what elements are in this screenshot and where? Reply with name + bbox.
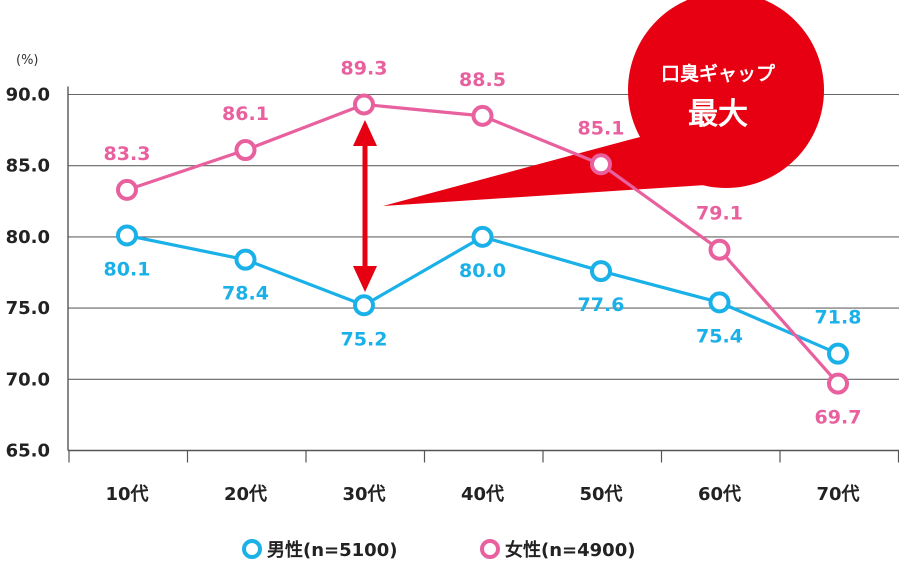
y-tick-label: 70.0 bbox=[6, 369, 50, 390]
data-label: 80.1 bbox=[104, 258, 151, 280]
series-0-point bbox=[234, 248, 257, 271]
x-tick-label: 10代 bbox=[105, 484, 148, 505]
x-tick-label: 70代 bbox=[816, 484, 859, 505]
callout-emphasis: 最大 bbox=[688, 97, 748, 132]
y-tick-label: 90.0 bbox=[6, 85, 50, 106]
x-tick-label: 20代 bbox=[224, 484, 267, 505]
series-1-point bbox=[234, 139, 257, 162]
series-1-point bbox=[471, 104, 494, 127]
series-0-point bbox=[116, 224, 138, 247]
data-label: 80.0 bbox=[459, 260, 506, 282]
x-tick-label: 50代 bbox=[579, 484, 622, 505]
series-1-point bbox=[590, 153, 612, 176]
data-label: 88.5 bbox=[459, 69, 506, 91]
data-label: 77.6 bbox=[578, 294, 625, 316]
series-0-point bbox=[708, 291, 731, 314]
axes: 65.0 70.0 75.0 80.0 85.0 90.0 10代 20代 30代 40代 50代 6… bbox=[6, 85, 899, 505]
x-tick-label: 60代 bbox=[698, 484, 741, 505]
y-tick-label: 75.0 bbox=[6, 298, 50, 319]
callout-bubble bbox=[628, 0, 824, 188]
gap-arrow-head-up bbox=[353, 120, 377, 146]
series-lines bbox=[116, 93, 849, 395]
data-labels: 80.1 78.4 75.2 80.0 77.6 75.4 71.8 83.3 86.1 89.3… bbox=[104, 57, 862, 428]
legend: 男性(n=5100) 女性(n=4900) bbox=[242, 539, 635, 561]
series-1-point bbox=[116, 178, 138, 201]
series-1-point bbox=[827, 372, 849, 395]
data-label: 75.2 bbox=[341, 328, 388, 350]
series-0-point bbox=[471, 225, 494, 248]
x-tick-label: 30代 bbox=[342, 484, 385, 505]
legend-label: 男性(n=5100) bbox=[267, 539, 397, 561]
gridlines bbox=[68, 93, 899, 452]
data-label: 69.7 bbox=[815, 407, 862, 429]
legend-label: 女性(n=4900) bbox=[505, 539, 635, 561]
data-label: 86.1 bbox=[222, 103, 269, 125]
callout-title: 口臭ギャップ bbox=[661, 62, 776, 85]
legend-marker-0 bbox=[242, 539, 262, 559]
y-tick-label: 65.0 bbox=[6, 441, 50, 462]
y-tick-label: 85.0 bbox=[6, 156, 50, 177]
series-1-point bbox=[353, 93, 375, 116]
y-tick-label: 80.0 bbox=[6, 227, 50, 248]
legend-marker-1 bbox=[480, 539, 500, 559]
callout-pointer bbox=[383, 130, 706, 206]
x-tick-label: 40代 bbox=[461, 484, 504, 505]
y-axis-unit-label: (%) bbox=[16, 53, 39, 68]
data-label: 79.1 bbox=[696, 203, 743, 225]
gap-arrow-head-down bbox=[353, 266, 377, 292]
series-1-point bbox=[708, 238, 731, 261]
data-label: 83.3 bbox=[104, 143, 151, 165]
data-label: 85.1 bbox=[578, 117, 625, 139]
data-label: 78.4 bbox=[222, 283, 269, 305]
data-label: 89.3 bbox=[341, 57, 388, 79]
series-0-point bbox=[590, 260, 612, 283]
series-0-point bbox=[827, 342, 849, 365]
data-label: 71.8 bbox=[815, 307, 862, 329]
data-label: 75.4 bbox=[696, 325, 743, 347]
series-0-point bbox=[353, 294, 375, 317]
